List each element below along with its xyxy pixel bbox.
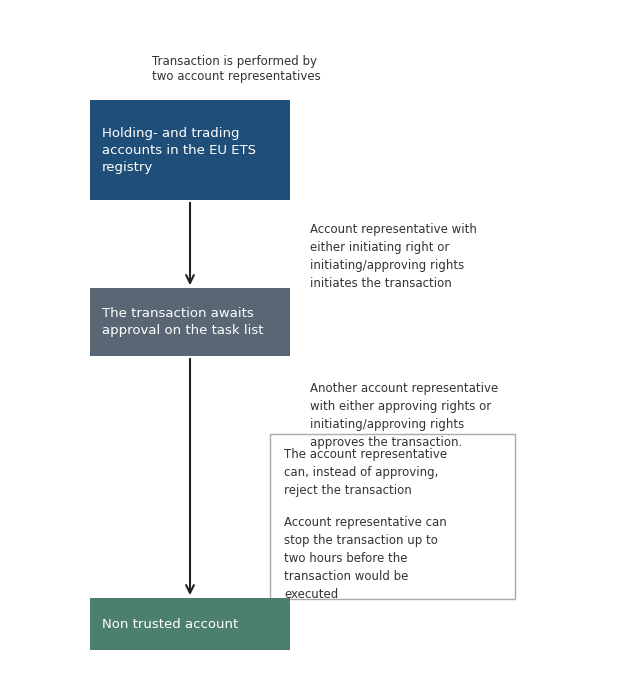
Text: The transaction awaits
approval on the task list: The transaction awaits approval on the t… [102, 307, 263, 337]
Text: Holding- and trading
accounts in the EU ETS
registry: Holding- and trading accounts in the EU … [102, 126, 256, 174]
Text: Account representative with
either initiating right or
initiating/approving righ: Account representative with either initi… [310, 223, 477, 290]
Text: Account representative can
stop the transaction up to
two hours before the
trans: Account representative can stop the tran… [284, 516, 447, 601]
Bar [90, 288, 290, 356]
Bar [90, 598, 290, 650]
Text: Transaction is performed by
two account representatives: Transaction is performed by two account … [152, 55, 321, 83]
Bar [90, 100, 290, 200]
Bar [270, 434, 515, 599]
Text: The account representative
can, instead of approving,
reject the transaction: The account representative can, instead … [284, 448, 447, 497]
Text: Non trusted account: Non trusted account [102, 618, 238, 631]
Text: Another account representative
with either approving rights or
initiating/approv: Another account representative with eith… [310, 382, 498, 449]
